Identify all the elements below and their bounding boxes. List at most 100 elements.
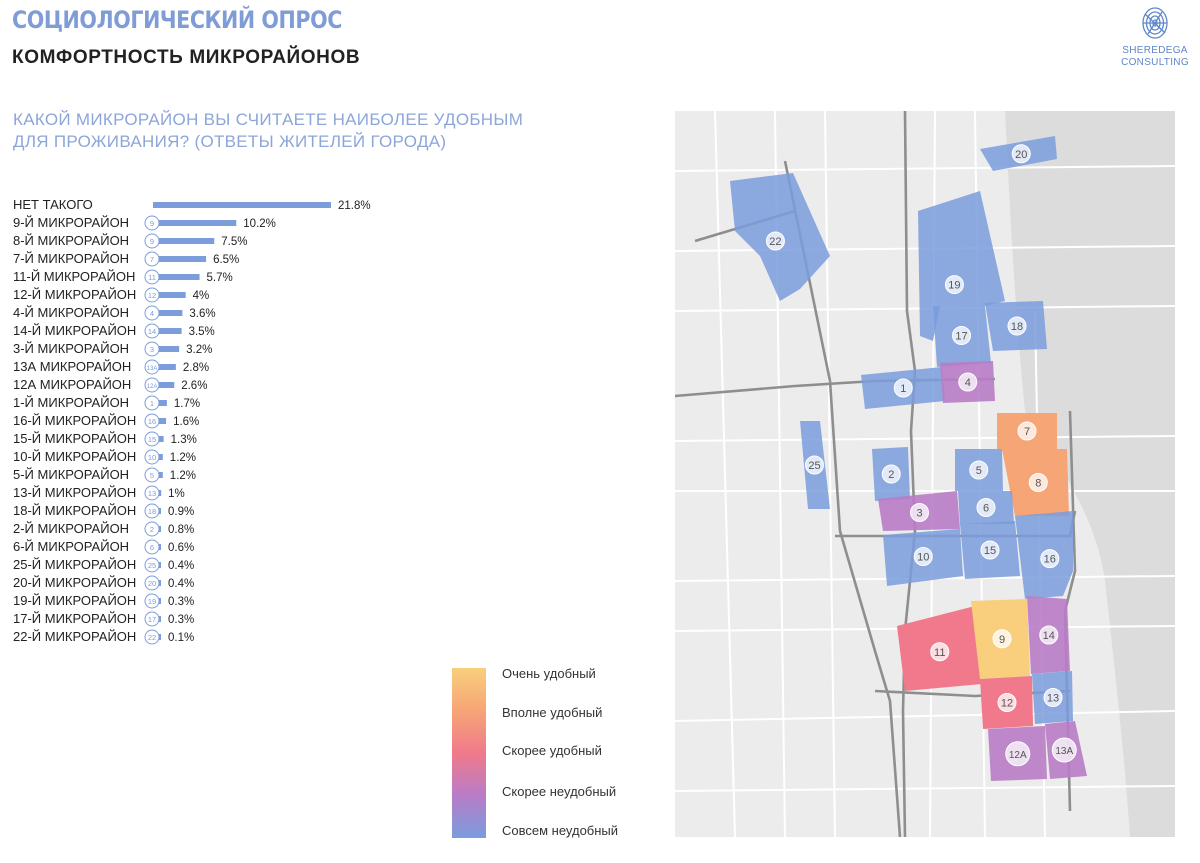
district-label: 3 — [916, 508, 922, 520]
district-badge — [765, 231, 785, 251]
bar-value-label: 0.4% — [168, 578, 194, 590]
bar-label: 4-Й МИКРОРАЙОН — [13, 305, 129, 320]
bar — [159, 436, 164, 442]
bar — [159, 400, 167, 406]
bar — [159, 634, 161, 640]
district-label: 18 — [1011, 321, 1023, 333]
district-label: 22 — [769, 236, 781, 248]
district-badge — [913, 547, 933, 566]
district-label: 2 — [888, 469, 894, 481]
district-label: 6 — [983, 503, 989, 515]
bar-badge-label: 20 — [148, 579, 156, 588]
district-label: 17 — [955, 331, 967, 343]
bar-badge-label: 13 — [148, 489, 156, 498]
map-water — [1005, 111, 1175, 837]
bar-badge-label: 9 — [150, 219, 154, 228]
bar-label: 1-Й МИКРОРАЙОН — [13, 395, 129, 410]
district-label: 1 — [900, 383, 906, 395]
bar-value-label: 4% — [193, 290, 210, 302]
bar — [159, 544, 161, 550]
bar — [159, 472, 163, 478]
bar — [159, 580, 161, 586]
bar — [153, 202, 331, 208]
bar-value-label: 2.8% — [183, 362, 209, 374]
logo: SHEREDEGA CONSULTING — [1118, 6, 1192, 69]
bar-value-label: 0.3% — [168, 614, 194, 626]
district-badge — [1039, 625, 1059, 645]
district-badge — [930, 642, 950, 662]
legend-item-rather-uncomfortable: Скорее неудобный — [502, 784, 617, 799]
bar-badge-label: 9 — [150, 237, 154, 246]
logo-line-1: SHEREDEGA — [1122, 45, 1188, 56]
bar-badge-label: 11 — [148, 273, 156, 282]
bar-badge-label: 18 — [148, 507, 156, 516]
bar-value-label: 0.3% — [168, 596, 194, 608]
district-label: 13А — [1055, 746, 1073, 757]
bar-badge-label: 1 — [150, 399, 154, 408]
bar-value-label: 1% — [168, 488, 185, 500]
legend-gradient — [452, 668, 486, 838]
bar-badge-label: 13А — [147, 366, 158, 372]
bar-value-label: 7.5% — [221, 236, 247, 248]
bar — [159, 508, 161, 514]
bar-label: 13-Й МИКРОРАЙОН — [13, 485, 136, 500]
district-badge — [992, 629, 1012, 649]
district-label: 15 — [984, 545, 996, 557]
bar — [159, 490, 162, 496]
bar-badge-label: 17 — [148, 615, 156, 624]
district-map: 12345678910111212А1313А14151617181920222… — [675, 111, 1175, 837]
bar-value-label: 6.5% — [213, 254, 239, 266]
district-badge — [1043, 688, 1063, 707]
district-badge — [958, 372, 978, 392]
district-badge — [1028, 473, 1048, 492]
bar — [159, 256, 207, 262]
legend-item-rather-comfortable: Скорее удобный — [502, 743, 602, 758]
district-label: 14 — [1043, 630, 1055, 642]
district-label: 12А — [1009, 750, 1027, 761]
district-label: 10 — [917, 552, 929, 564]
bar — [159, 382, 175, 388]
bar — [159, 616, 161, 622]
district-badge — [1007, 316, 1027, 336]
district-labels: 12345678910111212А1313А14151617181920222… — [765, 144, 1077, 767]
bar-label: 20-Й МИКРОРАЙОН — [13, 575, 136, 590]
fingerprint-logo-icon — [1142, 7, 1168, 39]
bar-badge-label: 22 — [148, 633, 156, 642]
district-label: 7 — [1024, 426, 1030, 438]
district-badge — [969, 460, 989, 480]
bar-label: 3-Й МИКРОРАЙОН — [13, 341, 129, 356]
bar-value-label: 0.8% — [168, 524, 194, 536]
bar-label: 12-Й МИКРОРАЙОН — [13, 287, 136, 302]
district-badge — [805, 455, 824, 475]
district-label: 16 — [1044, 554, 1056, 566]
district-badge — [944, 275, 964, 295]
bar-value-label: 0.1% — [168, 632, 194, 644]
district-badge — [1051, 737, 1077, 763]
bar-badge-label: 15 — [148, 435, 156, 444]
district-label: 11 — [934, 647, 945, 659]
bar — [159, 274, 200, 280]
bar-value-label: 2.6% — [181, 380, 207, 392]
bar-label: 10-Й МИКРОРАЙОН — [13, 449, 136, 464]
bar-badge-label: 2 — [150, 525, 154, 534]
bar — [159, 310, 183, 316]
district-label: 13 — [1047, 693, 1059, 705]
district-badge — [1011, 144, 1031, 164]
district-label: 19 — [948, 280, 960, 292]
bar — [159, 346, 180, 352]
bar-badge-label: 10 — [148, 453, 156, 462]
district-badge — [893, 378, 913, 398]
bar-value-label: 3.5% — [189, 326, 215, 338]
bar-badge-label: 12А — [147, 384, 158, 390]
bar-label: 2-Й МИКРОРАЙОН — [13, 521, 129, 536]
district-label: 12 — [1001, 698, 1013, 710]
bar-badge-label: 19 — [148, 597, 156, 606]
district-label: 8 — [1035, 478, 1041, 490]
bar-value-label: 1.7% — [174, 398, 200, 410]
district-label: 20 — [1015, 149, 1027, 161]
bar-label: 19-Й МИКРОРАЙОН — [13, 593, 136, 608]
bar — [159, 292, 186, 298]
district-label: 4 — [965, 377, 971, 389]
logo-line-2: CONSULTING — [1121, 57, 1189, 68]
district-19 — [918, 191, 1005, 341]
